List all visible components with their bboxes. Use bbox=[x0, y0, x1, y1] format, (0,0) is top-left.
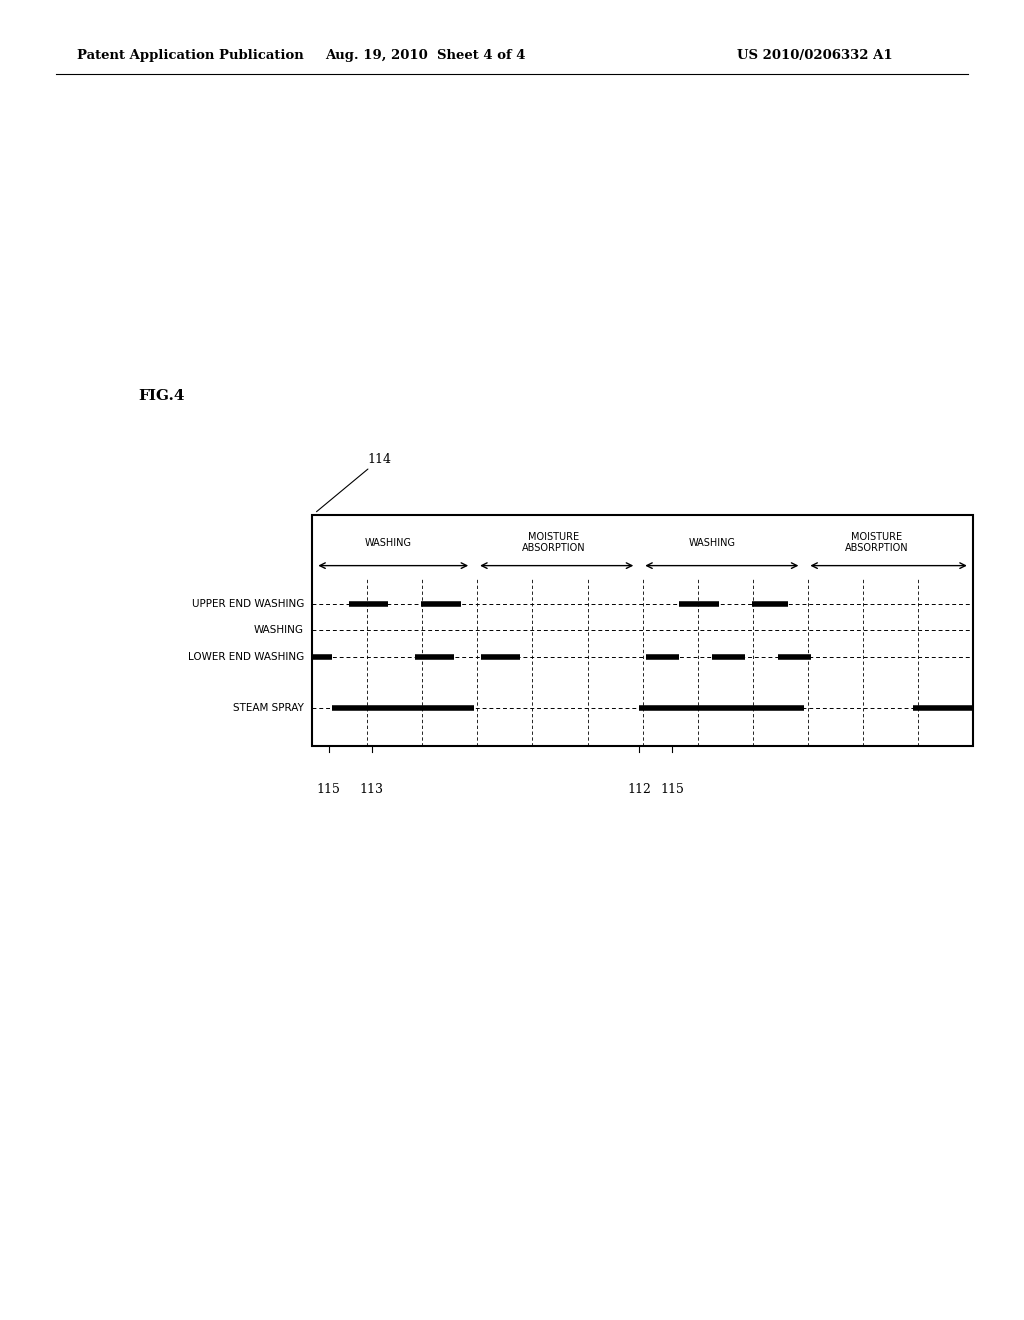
Text: US 2010/0206332 A1: US 2010/0206332 A1 bbox=[737, 49, 893, 62]
Text: LOWER END WASHING: LOWER END WASHING bbox=[187, 652, 304, 661]
Text: FIG.4: FIG.4 bbox=[138, 389, 184, 403]
Text: Patent Application Publication: Patent Application Publication bbox=[77, 49, 303, 62]
Text: 115: 115 bbox=[316, 783, 341, 796]
Text: WASHING: WASHING bbox=[254, 626, 304, 635]
Text: 112: 112 bbox=[628, 783, 651, 796]
Text: MOISTURE
ABSORPTION: MOISTURE ABSORPTION bbox=[845, 532, 909, 553]
Text: MOISTURE
ABSORPTION: MOISTURE ABSORPTION bbox=[521, 532, 585, 553]
Text: UPPER END WASHING: UPPER END WASHING bbox=[191, 599, 304, 609]
Text: WASHING: WASHING bbox=[365, 537, 412, 548]
Text: 115: 115 bbox=[660, 783, 684, 796]
Text: STEAM SPRAY: STEAM SPRAY bbox=[233, 702, 304, 713]
Text: Aug. 19, 2010  Sheet 4 of 4: Aug. 19, 2010 Sheet 4 of 4 bbox=[325, 49, 525, 62]
Text: WASHING: WASHING bbox=[688, 537, 735, 548]
Bar bbox=[312, 515, 973, 746]
Text: 114: 114 bbox=[367, 453, 391, 466]
Text: 113: 113 bbox=[359, 783, 384, 796]
